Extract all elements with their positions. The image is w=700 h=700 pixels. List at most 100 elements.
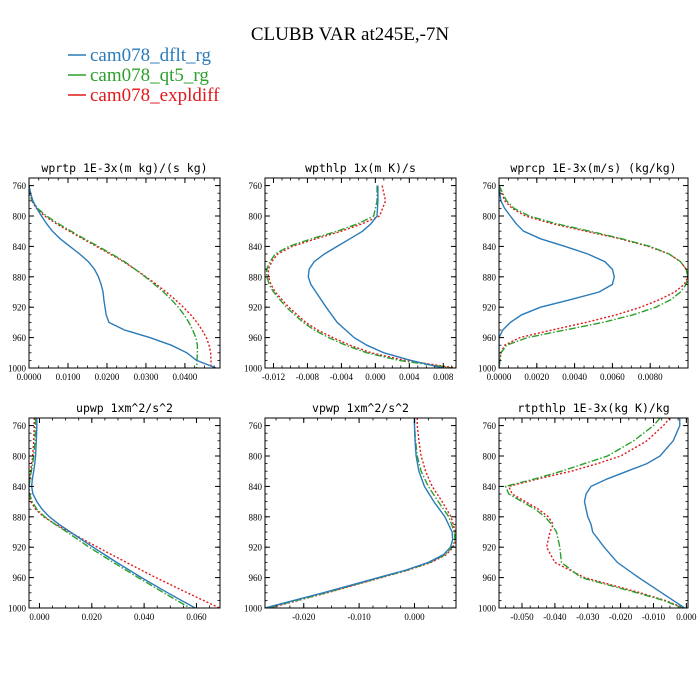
panel-3-ytick-label-2: 840 bbox=[13, 482, 27, 492]
panel-3-series-2 bbox=[29, 418, 220, 608]
panel-1-ytick-label-5: 960 bbox=[249, 333, 263, 343]
panel-5-series-2 bbox=[507, 418, 684, 608]
panel-3-ytick-label-6: 1000 bbox=[8, 604, 27, 614]
panel-2-series-2 bbox=[499, 185, 688, 368]
panel-4-xtick-label-2: 0.000 bbox=[404, 612, 425, 622]
panel-1: wpthlp 1x(m K)/s7608008408809209601000-0… bbox=[244, 161, 457, 382]
panel-frame-5 bbox=[498, 417, 689, 609]
panel-1-xtick-label-2: -0.004 bbox=[330, 372, 354, 382]
legend-label-1: cam078_qt5_rg bbox=[90, 65, 209, 86]
panel-2-ytick-label-5: 960 bbox=[483, 333, 497, 343]
legend: cam078_dflt_rgcam078_qt5_rgcam078_expldi… bbox=[68, 45, 220, 106]
panel-0-xtick-label-1: 0.0100 bbox=[56, 372, 81, 382]
panel-4-ytick-label-5: 960 bbox=[249, 573, 263, 583]
panel-1-xtick-label-0: -0.012 bbox=[262, 372, 285, 382]
panel-1-ytick-label-0: 760 bbox=[249, 181, 263, 191]
panel-5-ytick-label-6: 1000 bbox=[478, 604, 497, 614]
chart-panels: wprtp 1E-3x(m kg)/(s kg) 760 800 840 880 920 9… bbox=[8, 161, 697, 622]
panel-3: upwp 1xm^2/s^2 760 800 840 880 920 960 10000.00… bbox=[8, 401, 221, 622]
panel-4-xtick-label-0: -0.020 bbox=[292, 612, 316, 622]
panel-2-series-1 bbox=[499, 185, 688, 368]
panel-frame-2 bbox=[498, 177, 689, 369]
panel-5-series-1 bbox=[504, 418, 684, 608]
panel-5-xtick-label-1: -0.040 bbox=[543, 612, 567, 622]
panel-0-xtick-label-4: 0.0400 bbox=[173, 372, 198, 382]
panel-title-0: wprtp 1E-3x(m kg)/(s kg) bbox=[41, 161, 207, 175]
panel-1-ytick-label-2: 840 bbox=[249, 242, 263, 252]
panel-2-series-0 bbox=[499, 185, 616, 368]
panel-0-series-2 bbox=[29, 185, 212, 368]
panel-0-series-1 bbox=[29, 185, 199, 368]
panel-4-ytick-label-0: 760 bbox=[249, 421, 263, 431]
panel-5-ytick-label-1: 800 bbox=[483, 452, 497, 462]
panel-4-ytick-label-6: 1000 bbox=[244, 604, 263, 614]
panel-3-xtick-label-3: 0.060 bbox=[186, 612, 207, 622]
panel-1-series-1 bbox=[266, 185, 452, 368]
panel-3-ytick-label-5: 960 bbox=[13, 573, 27, 583]
panel-3-series-0 bbox=[30, 418, 196, 608]
panel-0: wprtp 1E-3x(m kg)/(s kg) 760 800 840 880 920 9… bbox=[8, 161, 221, 382]
panel-0-xtick-label-3: 0.0300 bbox=[134, 372, 159, 382]
panel-2-ytick-label-1: 800 bbox=[483, 212, 497, 222]
panel-1-xtick-label-1: -0.008 bbox=[296, 372, 320, 382]
panel-2-xtick-label-3: 0.0060 bbox=[600, 372, 625, 382]
panel-0-ytick-label-5: 960 bbox=[13, 333, 27, 343]
panel-2-xtick-label-0: 0.0000 bbox=[487, 372, 512, 382]
panel-3-xtick-label-2: 0.040 bbox=[134, 612, 155, 622]
panel-frame-4 bbox=[264, 417, 457, 609]
panel-frame-0 bbox=[28, 177, 221, 369]
panel-4-ytick-label-1: 800 bbox=[249, 452, 263, 462]
panel-2-ytick-label-6: 1000 bbox=[478, 364, 497, 374]
panel-2-xtick-label-2: 0.0040 bbox=[562, 372, 587, 382]
panel-1-ytick-label-6: 1000 bbox=[244, 364, 263, 374]
panel-0-series-0 bbox=[29, 185, 217, 368]
panel-3-ytick-label-0: 760 bbox=[13, 421, 27, 431]
panel-1-ytick-label-3: 880 bbox=[249, 272, 263, 282]
panel-4-series-0 bbox=[265, 418, 454, 608]
panel-3-series-1 bbox=[29, 418, 191, 608]
panel-2-ytick-label-0: 760 bbox=[483, 181, 497, 191]
panel-4-ytick-label-4: 920 bbox=[249, 543, 263, 553]
panel-4-ytick-label-2: 840 bbox=[249, 482, 263, 492]
panel-2-xtick-label-4: 0.0080 bbox=[638, 372, 663, 382]
panel-0-xtick-label-2: 0.0200 bbox=[95, 372, 120, 382]
panel-5-xtick-label-0: -0.050 bbox=[510, 612, 534, 622]
panel-5-ytick-label-3: 880 bbox=[483, 512, 497, 522]
panel-2: wprcp 1E-3x(m/s) (kg/kg) 760 800 840 880 920 9… bbox=[478, 161, 689, 382]
panel-1-series-2 bbox=[267, 185, 456, 368]
panel-5-xtick-label-2: -0.030 bbox=[576, 612, 600, 622]
panel-title-3: upwp 1xm^2/s^2 bbox=[76, 401, 173, 415]
panel-3-ytick-label-4: 920 bbox=[13, 543, 27, 553]
panel-2-ytick-label-4: 920 bbox=[483, 303, 497, 313]
panel-0-ytick-label-4: 920 bbox=[13, 303, 27, 313]
panel-5-xtick-label-3: -0.020 bbox=[609, 612, 633, 622]
panel-frame-3 bbox=[28, 417, 221, 609]
panel-3-ytick-label-1: 800 bbox=[13, 452, 27, 462]
legend-label-0: cam078_dflt_rg bbox=[90, 45, 212, 66]
panel-3-xtick-label-0: 0.000 bbox=[29, 612, 50, 622]
panel-frame-1 bbox=[264, 177, 457, 369]
panel-4-xtick-label-1: -0.010 bbox=[347, 612, 371, 622]
figure-title: CLUBB VAR at245E,-7N bbox=[251, 24, 450, 45]
panel-5-ytick-label-2: 840 bbox=[483, 482, 497, 492]
panel-1-ytick-label-1: 800 bbox=[249, 212, 263, 222]
panel-1-ytick-label-4: 920 bbox=[249, 303, 263, 313]
panel-4-series-2 bbox=[269, 418, 456, 608]
panel-1-xtick-label-5: 0.008 bbox=[433, 372, 454, 382]
panel-0-xtick-label-0: 0.0000 bbox=[17, 372, 42, 382]
panel-1-xtick-label-4: 0.004 bbox=[399, 372, 420, 382]
panel-1-xtick-label-3: 0.000 bbox=[365, 372, 386, 382]
panel-0-ytick-label-3: 880 bbox=[13, 272, 27, 282]
panel-4-ytick-label-3: 880 bbox=[249, 512, 263, 522]
panel-0-ytick-label-2: 840 bbox=[13, 242, 27, 252]
panel-3-ytick-label-3: 880 bbox=[13, 512, 27, 522]
panel-title-5: rtpthlp 1E-3x(kg K)/kg bbox=[517, 401, 669, 415]
panel-2-ytick-label-2: 840 bbox=[483, 242, 497, 252]
legend-label-2: cam078_expldiff bbox=[90, 85, 220, 106]
panel-4: vpwp 1xm^2/s^2 760 800 840 880 920 960 1000 -0.0… bbox=[244, 401, 457, 622]
panel-5-xtick-label-5: 0.000 bbox=[676, 612, 697, 622]
panel-title-4: vpwp 1xm^2/s^2 bbox=[312, 401, 409, 415]
panel-5-xtick-label-4: -0.010 bbox=[642, 612, 666, 622]
panel-5-ytick-label-5: 960 bbox=[483, 573, 497, 583]
